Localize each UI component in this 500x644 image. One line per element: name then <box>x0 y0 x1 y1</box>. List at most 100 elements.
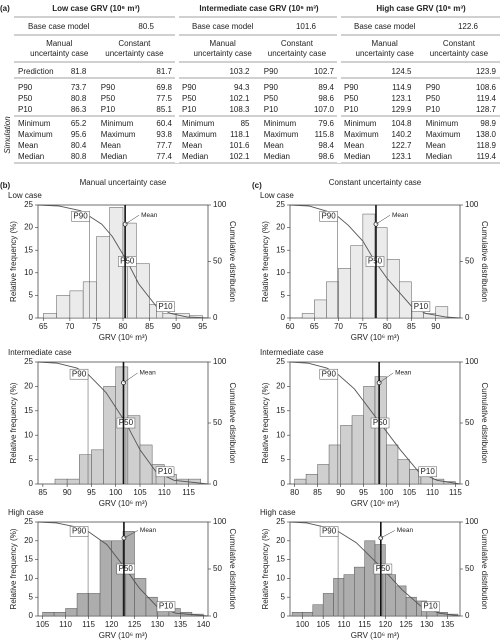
chart: Low case 65 70 75 80 85 90 95 0 5 10 15 20 25 0 50 100 GR… <box>8 191 237 342</box>
percentile-label-box <box>418 466 437 478</box>
cell-value: 65.2 <box>71 119 87 128</box>
cell-value: 102.7 <box>314 67 335 76</box>
chart-title: Intermediate case <box>8 348 72 357</box>
row-label: P50 <box>101 94 116 103</box>
bar <box>79 454 92 485</box>
y2-tick-label: 50 <box>213 564 222 573</box>
row-label: P90 <box>101 83 116 92</box>
y-tick-label: 20 <box>24 223 33 232</box>
percentile-label: P50 <box>120 257 135 266</box>
column-header: uncertainty case <box>194 49 253 58</box>
y-tick-label: 10 <box>24 574 33 583</box>
x-tick-label: 120 <box>105 620 119 629</box>
x-tick-label: 105 <box>403 488 417 497</box>
y-tick-label: 15 <box>24 406 33 415</box>
cell-value: 77.4 <box>156 152 172 161</box>
percentile-label: P90 <box>322 369 337 378</box>
panel-title: Constant uncertainty case <box>329 178 422 187</box>
y-axis-label: Relative frequency (%) <box>9 221 18 302</box>
bar <box>399 281 412 319</box>
cell-value: 119.4 <box>477 94 497 103</box>
row-label: Median <box>18 152 44 161</box>
bar <box>66 478 80 485</box>
panel-title: Manual uncertainty case <box>80 178 167 187</box>
bar <box>53 611 66 617</box>
y2-tick-label: 100 <box>213 200 227 209</box>
y-tick-label: 15 <box>276 555 285 564</box>
cell-value: 93.8 <box>156 130 172 139</box>
y-tick-label: 5 <box>29 592 34 601</box>
mean-leader <box>124 214 140 225</box>
row-label: Median <box>182 152 208 161</box>
y-tick-label: 15 <box>276 245 285 254</box>
bar <box>333 578 345 617</box>
x-tick-label: 80 <box>383 322 392 331</box>
x-tick-label: 65 <box>310 322 319 331</box>
base-value: 101.6 <box>296 22 317 31</box>
column-header: uncertainty case <box>268 49 327 58</box>
y-tick-label: 25 <box>276 200 285 209</box>
y2-tick-label: 100 <box>213 357 227 366</box>
y2-tick-label: 0 <box>213 479 218 488</box>
column-header: uncertainty case <box>30 49 89 58</box>
y2-axis-label: Cumulative distribution <box>228 529 237 610</box>
y-axis-label: Relative frequency (%) <box>261 221 270 302</box>
bar <box>96 236 110 319</box>
percentile-label: P90 <box>322 527 337 536</box>
cell-value: 98.6 <box>318 94 334 103</box>
bar <box>312 604 324 617</box>
y-tick-label: 25 <box>24 517 33 526</box>
cell-value: 138.0 <box>476 130 497 139</box>
percentile-label: P90 <box>73 211 88 220</box>
percentile-label-box <box>319 211 338 222</box>
chart-title: Intermediate case <box>260 348 324 357</box>
chart-title: Low case <box>8 191 42 200</box>
cell-value: 104.8 <box>391 119 412 128</box>
panel-label: (c) <box>252 181 262 190</box>
y2-tick-label: 100 <box>213 517 227 526</box>
cell-value: 85 <box>241 119 250 128</box>
cell-value: 118.1 <box>230 130 250 139</box>
row-label: Prediction <box>18 67 54 76</box>
y2-tick-label: 50 <box>465 257 474 266</box>
bar <box>145 596 158 617</box>
cell-value: 86.3 <box>71 105 87 114</box>
cell-value: 129.9 <box>391 105 412 114</box>
row-label: Maximum <box>426 130 461 139</box>
bar <box>343 574 355 617</box>
x-tick-label: 130 <box>420 620 434 629</box>
percentile-label-box <box>118 256 137 267</box>
cell-value: 95.6 <box>71 130 87 139</box>
y-tick-label: 20 <box>24 536 33 545</box>
x-tick-label: 110 <box>426 488 439 497</box>
x-tick-label: 70 <box>334 322 343 331</box>
cell-value: 77.7 <box>156 141 172 150</box>
bar <box>386 258 400 319</box>
bar <box>386 444 399 485</box>
mean-label: Mean <box>141 212 158 219</box>
bar <box>69 290 84 319</box>
percentile-label: P10 <box>159 602 174 611</box>
cell-value: 108.3 <box>229 105 250 114</box>
percentile-label-box <box>370 417 390 429</box>
percentile-label: P10 <box>158 302 173 311</box>
cell-value: 123.1 <box>391 94 412 103</box>
cell-value: 80.4 <box>71 141 87 150</box>
percentile-label: P50 <box>376 564 391 573</box>
y2-tick-label: 0 <box>465 479 470 488</box>
y2-tick-label: 0 <box>465 313 470 322</box>
row-label: P90 <box>426 83 441 92</box>
x-tick-label: 125 <box>399 620 413 629</box>
percentile-label-box <box>116 563 136 575</box>
x-tick-label: 85 <box>313 488 322 497</box>
mean-leader <box>123 372 138 383</box>
x-tick-label: 85 <box>145 322 154 331</box>
percentile-label-box <box>69 526 89 537</box>
percentile-label-box <box>411 301 431 312</box>
cell-value: 123.1 <box>391 152 412 161</box>
group-title: High case GRV (10⁶ m³) <box>376 4 466 13</box>
cell-value: 122.7 <box>391 141 412 150</box>
x-tick-label: 65 <box>39 322 48 331</box>
y2-tick-label: 50 <box>213 257 222 266</box>
